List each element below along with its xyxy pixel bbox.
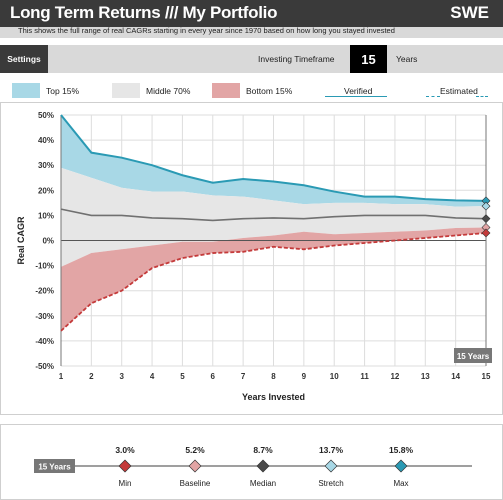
header-bar: Long Term Returns /// My Portfolio SWE: [0, 0, 503, 27]
page-title: Long Term Returns /// My Portfolio: [10, 3, 278, 22]
x-tick-label: 14: [451, 372, 460, 381]
end-marker-min: [481, 228, 491, 238]
x-tick-label: 4: [150, 372, 155, 381]
y-tick-label: 0%: [42, 237, 54, 246]
summary-value-median: 8.7%: [253, 445, 273, 455]
timeframe-input[interactable]: 15: [350, 45, 387, 73]
summary-panel: [0, 424, 503, 500]
summary-value-baseline: 5.2%: [185, 445, 205, 455]
legend-dash-estimated-left: [426, 96, 440, 97]
x-tick-label: 11: [360, 372, 369, 381]
x-tick-label: 6: [211, 372, 216, 381]
x-tick-label: 7: [241, 372, 246, 381]
summary-timeframe-text: 15 Years: [38, 463, 71, 472]
x-tick-label: 3: [119, 372, 124, 381]
y-tick-label: 20%: [38, 186, 54, 195]
y-tick-label: 40%: [38, 136, 54, 145]
summary-label-baseline: Baseline: [180, 479, 211, 488]
x-tick-label: 9: [302, 372, 307, 381]
summary-timeframe-tag: [34, 459, 75, 473]
y-tick-label: 30%: [38, 161, 54, 170]
x-tick-label: 8: [271, 372, 276, 381]
summary-label-stretch: Stretch: [318, 479, 343, 488]
legend-swatch-middle: [112, 83, 140, 98]
x-axis-label: Years Invested: [242, 392, 305, 402]
y-tick-label: 10%: [38, 211, 54, 220]
legend-label-top: Top 15%: [46, 86, 80, 96]
x-tick-label: 12: [390, 372, 399, 381]
legend: Top 15% Middle 70% Bottom 15% Verified E…: [0, 80, 503, 102]
summary-marker-baseline: [188, 459, 202, 473]
max-line: [60, 114, 487, 202]
legend-line-verified: [325, 96, 387, 97]
legend-label-estimated: Estimated: [440, 86, 478, 96]
end-marker-top15_lower: [481, 201, 491, 211]
x-tick-label: 1: [59, 372, 64, 381]
summary-value-min: 3.0%: [115, 445, 135, 455]
subtitle-bar: This shows the full range of real CAGRs …: [0, 26, 503, 38]
y-tick-label: 50%: [38, 111, 54, 120]
end-marker-median: [481, 214, 491, 224]
controls-bar: Settings Investing Timeframe 15 Years: [0, 45, 503, 73]
summary-marker-min: [118, 459, 132, 473]
y-tick-label: -30%: [35, 312, 54, 321]
ticker-label: SWE: [450, 3, 489, 22]
y-tick-label: -40%: [35, 337, 54, 346]
y-tick-label: -50%: [35, 362, 54, 371]
min-line: [60, 232, 487, 332]
summary-value-max: 15.8%: [389, 445, 414, 455]
top-15-band: [61, 115, 486, 207]
legend-swatch-top: [12, 83, 40, 98]
settings-button[interactable]: Settings: [0, 45, 48, 73]
x-tick-label: 15: [482, 372, 491, 381]
legend-swatch-bottom: [212, 83, 240, 98]
x-tick-label: 13: [421, 372, 430, 381]
legend-label-bottom: Bottom 15%: [246, 86, 293, 96]
summary-marker-median: [256, 459, 270, 473]
timeframe-unit: Years: [396, 54, 418, 64]
summary-value-stretch: 13.7%: [319, 445, 344, 455]
end-label-text: 15 Years: [457, 352, 490, 361]
legend-label-verified: Verified: [344, 86, 373, 96]
summary-label-max: Max: [393, 479, 408, 488]
end-label-box: [454, 348, 492, 363]
legend-label-middle: Middle 70%: [146, 86, 191, 96]
legend-dash-estimated-right: [476, 96, 488, 97]
y-tick-label: -20%: [35, 287, 54, 296]
y-axis-label: Real CAGR: [16, 216, 26, 265]
timeframe-label: Investing Timeframe: [258, 54, 335, 64]
x-tick-label: 2: [89, 372, 94, 381]
summary-marker-max: [394, 459, 408, 473]
x-tick-label: 5: [180, 372, 185, 381]
summary-marker-stretch: [324, 459, 338, 473]
summary-label-min: Min: [119, 479, 132, 488]
y-tick-label: -10%: [35, 262, 54, 271]
summary-label-median: Median: [250, 479, 276, 488]
median-line: [60, 208, 487, 222]
x-tick-label: 10: [330, 372, 339, 381]
bottom-15-band: [61, 227, 486, 331]
subtitle-text: This shows the full range of real CAGRs …: [18, 26, 395, 35]
